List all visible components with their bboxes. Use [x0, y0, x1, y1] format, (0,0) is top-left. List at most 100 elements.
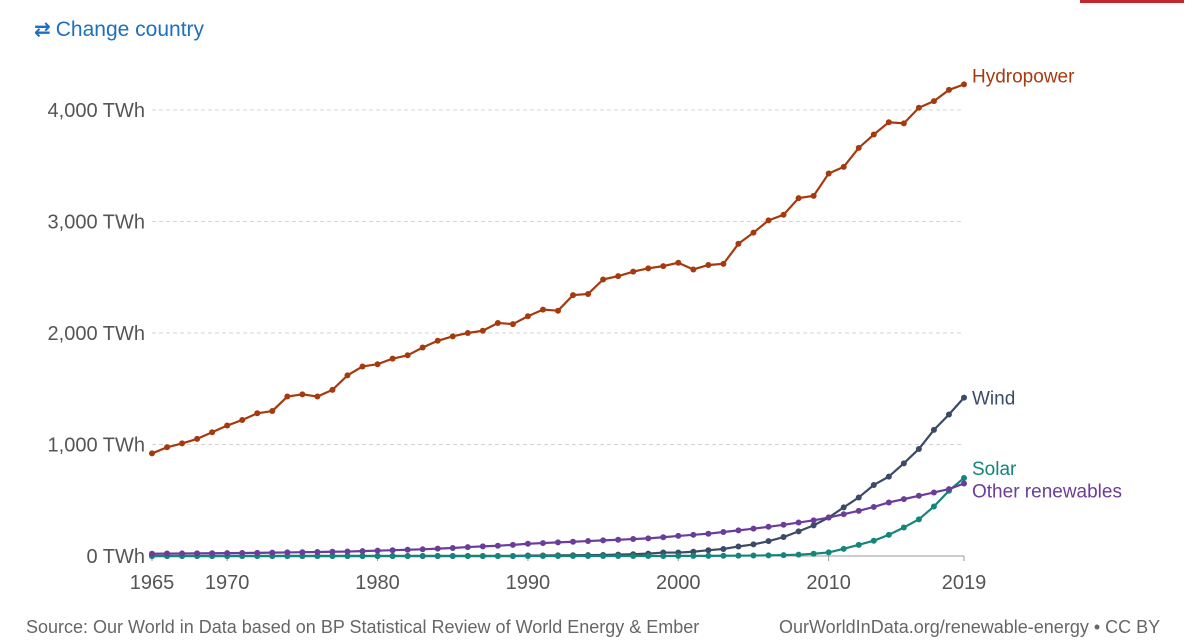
data-point-wind: [690, 548, 697, 555]
data-point-other: [600, 537, 607, 544]
data-point-wind: [945, 411, 952, 418]
data-point-other: [224, 550, 231, 557]
series-label-other: Other renewables: [972, 482, 1122, 503]
data-point-other: [795, 519, 802, 526]
data-point-other: [254, 549, 261, 556]
data-point-other: [539, 540, 546, 547]
data-point-hydropower: [945, 86, 952, 93]
data-point-solar: [630, 553, 637, 559]
data-point-wind: [930, 426, 937, 433]
x-tick-label: 1980: [355, 572, 400, 594]
swap-arrows-icon: ⇄: [34, 19, 51, 41]
data-point-other: [434, 545, 441, 552]
data-point-hydropower: [389, 355, 396, 362]
data-point-solar: [930, 503, 937, 510]
data-point-solar: [645, 553, 652, 559]
data-point-hydropower: [900, 120, 907, 127]
series-line-hydropower: [151, 83, 965, 455]
data-point-hydropower: [344, 372, 351, 379]
data-point-other: [705, 530, 712, 537]
data-point-hydropower: [254, 410, 261, 417]
data-point-solar: [479, 553, 486, 559]
data-point-other: [630, 536, 637, 543]
data-point-hydropower: [705, 261, 712, 268]
data-point-solar: [780, 552, 787, 559]
data-point-hydropower: [539, 306, 546, 313]
data-point-hydropower: [720, 260, 727, 267]
data-point-other: [314, 548, 321, 555]
data-point-other: [961, 480, 967, 487]
data-point-solar: [900, 524, 907, 531]
data-point-other: [419, 546, 426, 553]
data-point-solar: [660, 553, 667, 559]
series-lines: [149, 81, 967, 559]
data-point-hydropower: [855, 144, 862, 151]
data-point-hydropower: [795, 195, 802, 202]
data-point-hydropower: [645, 265, 652, 272]
data-point-wind: [870, 481, 877, 488]
data-point-other: [675, 532, 682, 539]
data-point-wind: [750, 541, 757, 548]
data-point-solar: [915, 516, 922, 523]
data-point-other: [750, 525, 757, 532]
data-point-solar: [675, 552, 682, 559]
series-label-hydropower: Hydropower: [972, 66, 1075, 87]
data-point-wind: [765, 538, 772, 545]
data-point-hydropower: [600, 276, 607, 283]
data-point-other: [825, 514, 832, 521]
data-point-hydropower: [164, 444, 171, 451]
data-point-hydropower: [840, 163, 847, 170]
data-point-other: [404, 546, 411, 553]
y-tick-label: 3,000 TWh: [48, 212, 145, 234]
y-axis-ticks: 0 TWh 1,000 TWh 2,000 TWh 3,000 TWh 4,000 TW…: [48, 100, 145, 568]
data-point-wind: [885, 473, 892, 480]
data-point-hydropower: [961, 81, 967, 88]
data-point-hydropower: [299, 391, 306, 398]
data-point-hydropower: [765, 217, 772, 224]
data-point-other: [494, 542, 501, 549]
y-tick-label: 0 TWh: [86, 546, 145, 568]
data-point-other: [855, 507, 862, 514]
series-other: [149, 480, 967, 557]
data-point-hydropower: [149, 450, 155, 457]
data-point-other: [464, 544, 471, 551]
data-point-solar: [585, 553, 592, 559]
data-point-hydropower: [464, 330, 471, 336]
data-point-solar: [825, 549, 832, 556]
data-point-other: [585, 538, 592, 545]
source-note: Source: Our World in Data based on BP St…: [26, 617, 700, 637]
change-country-button[interactable]: ⇄ Change country: [34, 18, 204, 42]
series-line-wind: [152, 396, 965, 558]
license-link[interactable]: OurWorldInData.org/renewable-energy • CC…: [779, 617, 1161, 637]
data-point-other: [930, 489, 937, 496]
data-point-other: [239, 549, 246, 556]
data-point-other: [299, 549, 306, 556]
data-point-hydropower: [825, 170, 832, 177]
data-point-solar: [765, 552, 772, 559]
y-tick-label: 1,000 TWh: [48, 435, 145, 457]
data-point-solar: [374, 553, 381, 559]
data-point-hydropower: [615, 273, 622, 280]
renewable-electricity-line-chart: 0 TWh 1,000 TWh 2,000 TWh 3,000 TWh 4,000 TW…: [48, 66, 1122, 594]
data-point-other: [269, 549, 276, 556]
data-point-solar: [840, 545, 847, 552]
data-point-solar: [464, 553, 471, 559]
data-point-solar: [810, 550, 817, 557]
header-accent-bar: [1080, 0, 1184, 3]
data-point-solar: [344, 553, 351, 559]
data-point-other: [900, 496, 907, 503]
data-point-hydropower: [555, 307, 561, 314]
data-point-solar: [720, 552, 727, 559]
x-tick-label: 2019: [942, 572, 987, 594]
y-tick-label: 4,000 TWh: [48, 100, 145, 122]
data-point-hydropower: [284, 393, 291, 400]
data-point-hydropower: [404, 352, 411, 359]
data-point-solar: [855, 541, 862, 548]
data-point-solar: [389, 553, 396, 559]
data-point-hydropower: [419, 344, 426, 351]
data-point-wind: [840, 504, 847, 511]
data-point-other: [209, 550, 216, 557]
data-point-hydropower: [374, 361, 381, 368]
data-point-solar: [524, 553, 531, 559]
